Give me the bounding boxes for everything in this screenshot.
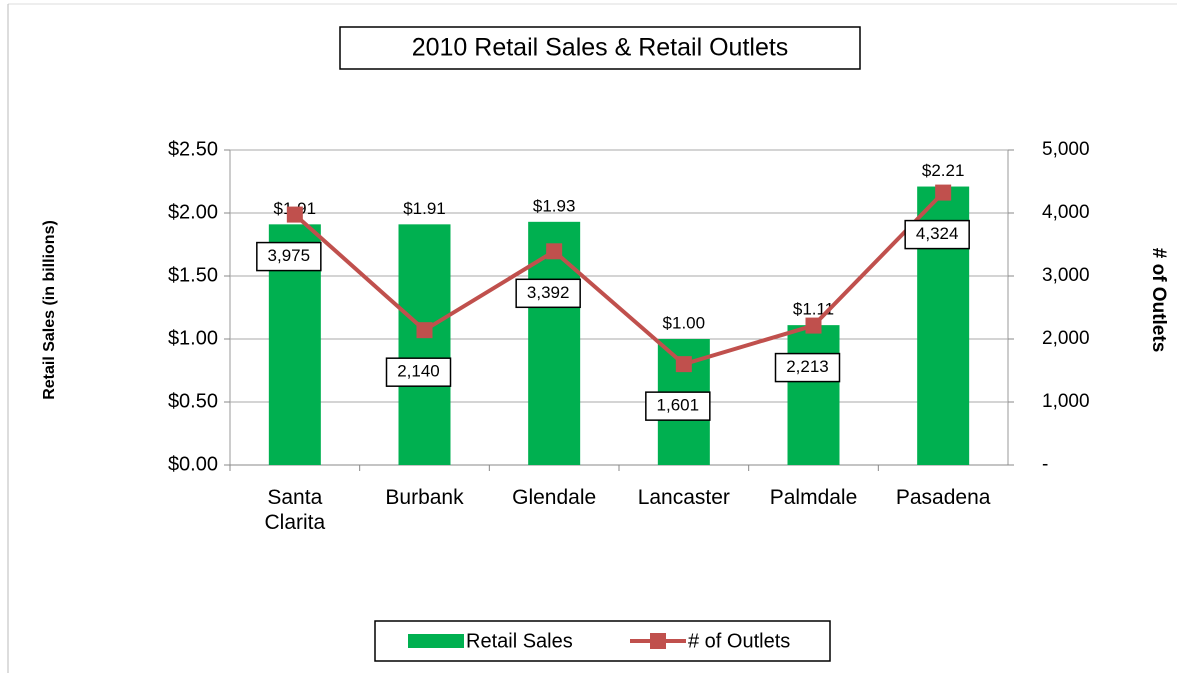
line-marker	[416, 322, 433, 339]
line-value-label: 2,213	[786, 357, 829, 376]
x-tick-label: Lancaster	[637, 486, 730, 509]
y2-axis-label: # of Outlets	[1148, 248, 1169, 353]
y-tick-label: $2.50	[168, 138, 218, 160]
line-value-label: 3,392	[527, 283, 570, 302]
y2-tick-label: -	[1042, 454, 1048, 475]
bar-value-label: $2.21	[922, 161, 965, 180]
bar-value-label: $1.93	[533, 196, 576, 215]
bar	[787, 325, 840, 465]
legend-swatch	[650, 633, 666, 649]
y2-tick-label: 3,000	[1042, 265, 1090, 286]
legend-label: # of Outlets	[688, 630, 790, 652]
line-marker	[805, 317, 822, 334]
x-tick-label: Palmdale	[769, 486, 858, 509]
line-marker	[546, 243, 563, 260]
y-axis-label: Retail Sales (in billions)	[41, 220, 58, 400]
chart-title: 2010 Retail Sales & Retail Outlets	[412, 34, 789, 62]
y-tick-label: $2.00	[168, 201, 218, 223]
y-tick-label: $1.00	[168, 327, 218, 349]
bar	[398, 224, 451, 465]
y-tick-label: $1.50	[168, 264, 218, 286]
y-tick-label: $0.00	[168, 453, 218, 475]
bar-value-label: $1.00	[663, 313, 706, 332]
line-value-label: 4,324	[916, 224, 959, 243]
value-label-box	[645, 391, 711, 421]
value-label-box	[256, 241, 322, 272]
y-tick-label: $0.50	[168, 390, 218, 412]
line-value-label: 2,140	[397, 362, 440, 381]
value-label-box	[774, 352, 841, 383]
line-value-label: 1,601	[657, 396, 700, 415]
y2-tick-label: 1,000	[1042, 391, 1090, 412]
legend-swatch	[408, 634, 464, 648]
value-label-box	[385, 357, 452, 387]
line	[293, 191, 945, 367]
x-tick-label: Burbank	[385, 486, 464, 509]
line-marker	[935, 184, 952, 201]
y2-tick-label: 5,000	[1042, 139, 1090, 160]
line-value-label: 3,975	[268, 246, 311, 265]
value-label-box	[904, 219, 970, 250]
y2-tick-label: 4,000	[1042, 202, 1090, 223]
x-tick-label: Santa Clarita	[264, 486, 326, 534]
x-tick-label: Pasadena	[895, 486, 991, 509]
line-marker	[286, 206, 303, 223]
title-box	[339, 26, 861, 70]
bar-value-label: $1.91	[403, 199, 446, 218]
line-marker	[675, 356, 692, 373]
legend-label: Retail Sales	[466, 630, 573, 652]
x-tick-label: Glendale	[512, 486, 597, 509]
value-label-box	[515, 278, 581, 309]
y2-tick-label: 2,000	[1042, 328, 1090, 349]
